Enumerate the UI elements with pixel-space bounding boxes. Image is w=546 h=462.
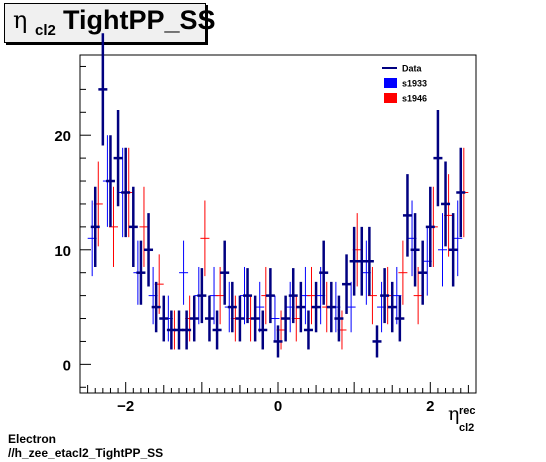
title-symbol: η — [13, 6, 28, 34]
legend-label: Data — [402, 64, 423, 74]
x-tick-label: −2 — [117, 398, 134, 415]
legend: Data s1933 s1946 — [382, 64, 427, 104]
y-tick-label: 20 — [54, 128, 71, 145]
y-tick-label: 0 — [63, 357, 71, 374]
legend-label: s1933 — [402, 79, 427, 89]
xaxis-sup: rec — [459, 405, 476, 417]
series-Data — [90, 33, 466, 358]
x-tick-label: 2 — [426, 398, 434, 415]
legend-box — [384, 93, 397, 103]
footer-line1: Electron — [8, 432, 57, 446]
xaxis-symbol: η — [448, 403, 459, 425]
x-tick-label: 0 — [274, 398, 282, 415]
legend-label: s1946 — [402, 94, 427, 104]
title-box: η cl2 TightPP_SS — [4, 3, 216, 43]
chart-marks — [87, 33, 469, 358]
footer-line2: //h_zee_etacl2_TightPP_SS — [8, 446, 164, 460]
legend-box — [384, 78, 397, 88]
title-subscript: cl2 — [35, 22, 56, 39]
title-name: TightPP_SS — [63, 5, 216, 35]
y-tick-label: 10 — [54, 243, 71, 260]
xaxis-sub: cl2 — [459, 422, 474, 434]
